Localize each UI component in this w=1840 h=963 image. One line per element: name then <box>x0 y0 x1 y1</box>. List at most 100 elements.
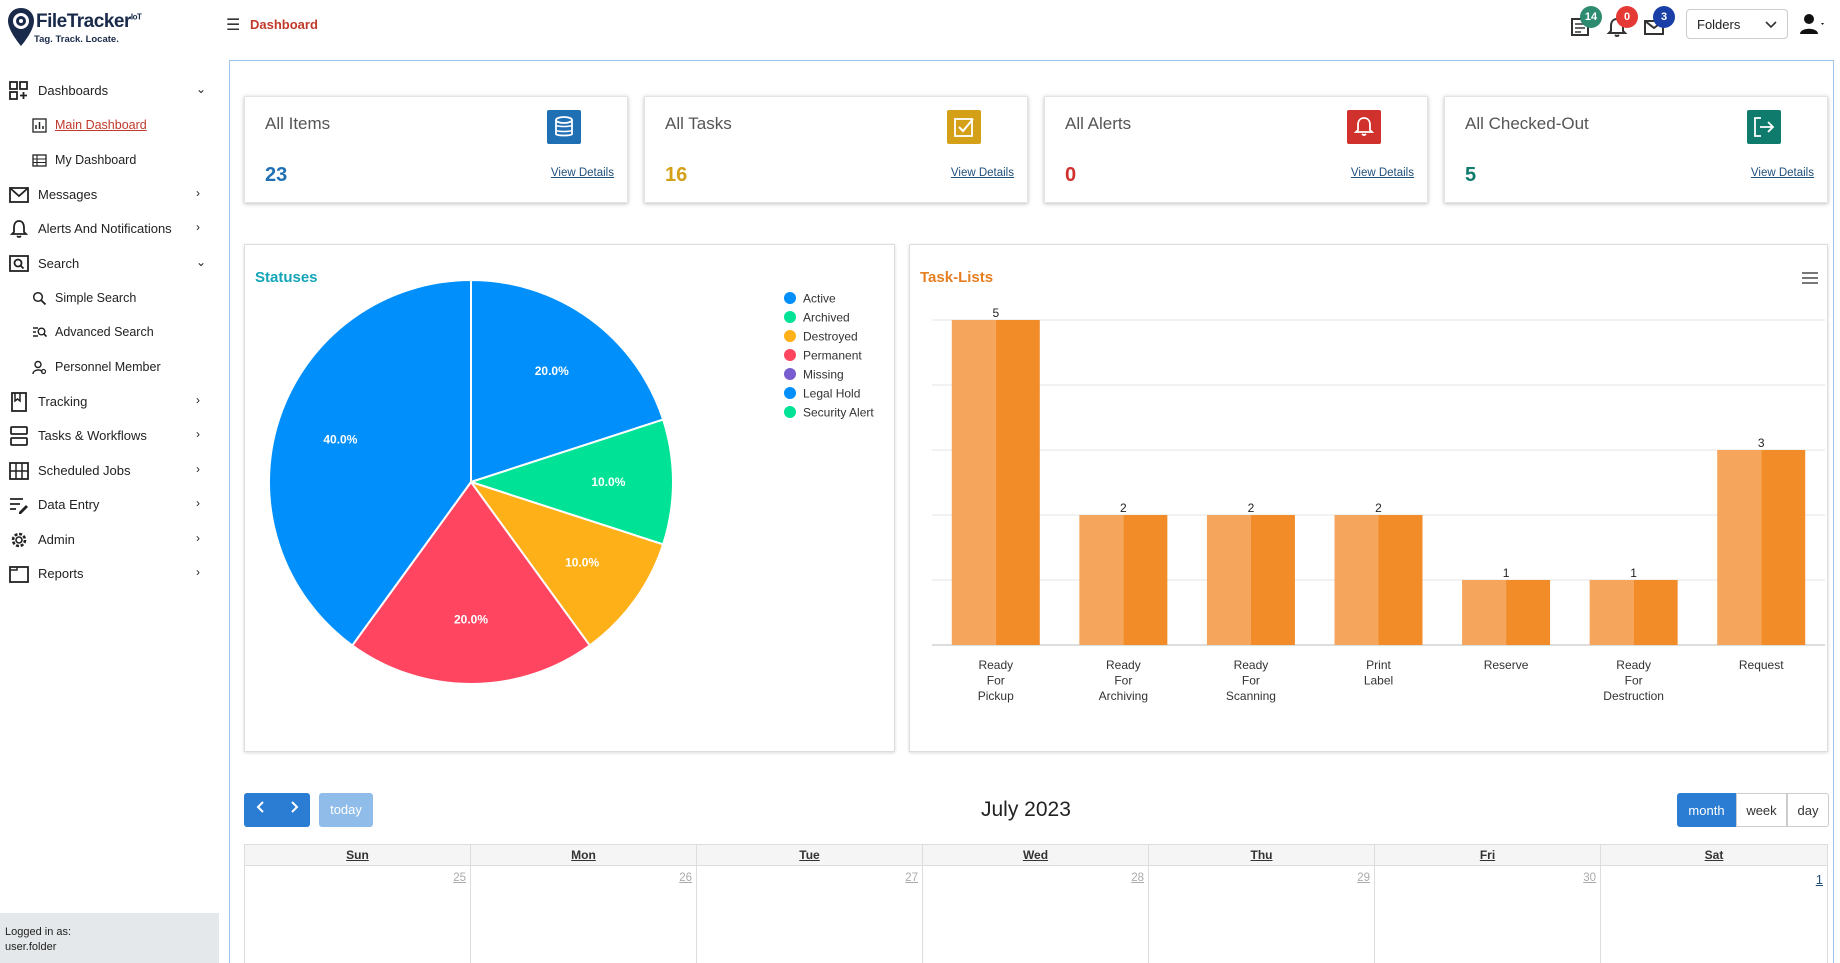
calendar-date[interactable]: 27 <box>905 872 918 884</box>
user-menu-icon[interactable] <box>1798 12 1826 36</box>
pie-slice[interactable] <box>468 480 665 647</box>
legend-item[interactable]: Archived <box>803 311 850 325</box>
sidebar-item-label: My Dashboard <box>55 153 137 167</box>
sidebar-item-messages[interactable]: Messages › <box>0 181 219 209</box>
legend-item[interactable]: Missing <box>803 368 844 382</box>
x-tick-label: Destruction <box>1603 689 1664 703</box>
calendar-day-cell[interactable]: 26 <box>471 866 697 963</box>
task-lists-chart-panel: Task-Lists 5 Ready For Pickup 2 Ready For Archi… <box>909 244 1828 752</box>
statuses-chart-panel: Statuses 20.0% 10.0% 10.0% 20.0% 40.0% Active… <box>244 244 895 752</box>
legend-item[interactable]: Legal Hold <box>803 387 860 401</box>
bar[interactable] <box>951 320 996 645</box>
bar[interactable] <box>1123 515 1168 645</box>
sidebar-item-alerts[interactable]: Alerts And Notifications › <box>0 215 219 243</box>
legend-marker <box>784 368 796 380</box>
sidebar-item-reports[interactable]: Reports › <box>0 560 219 588</box>
legend-item[interactable]: Security Alert <box>803 406 874 420</box>
bar[interactable] <box>1462 580 1507 645</box>
calendar-date[interactable]: 28 <box>1131 872 1144 884</box>
advanced-search-icon <box>33 327 47 338</box>
chart-menu-icon[interactable] <box>1802 271 1818 285</box>
sidebar-item-search[interactable]: Search ⌄ <box>0 250 219 278</box>
tasks-notification[interactable]: 14 <box>1570 6 1602 40</box>
breadcrumb[interactable]: Dashboard <box>250 17 318 32</box>
sidebar-item-label: Advanced Search <box>55 325 154 339</box>
calendar-day-cell[interactable]: 28 <box>923 866 1149 963</box>
bar-value-label: 2 <box>1120 501 1127 515</box>
calendar-view-day[interactable]: day <box>1787 793 1829 827</box>
chevron-right-icon: › <box>196 220 200 234</box>
bar[interactable] <box>1633 580 1678 645</box>
sidebar-item-dashboards[interactable]: Dashboards ⌄ <box>0 77 219 105</box>
bar[interactable] <box>1378 515 1423 645</box>
view-details-link[interactable]: View Details <box>1350 167 1414 179</box>
pie-slice[interactable] <box>350 480 592 685</box>
legend-item[interactable]: Active <box>803 292 836 306</box>
legend-marker <box>784 349 796 361</box>
calendar-date[interactable]: 30 <box>1583 872 1596 884</box>
bar[interactable] <box>1761 450 1806 645</box>
sidebar-item-tracking[interactable]: Tracking › <box>0 388 219 416</box>
calendar-date[interactable]: 26 <box>679 872 692 884</box>
card-value: 23 <box>265 164 288 186</box>
x-tick-label: Ready <box>978 658 1013 672</box>
legend-item[interactable]: Permanent <box>803 349 862 363</box>
alerts-notification[interactable]: 0 <box>1606 6 1638 40</box>
bar[interactable] <box>1506 580 1551 645</box>
calendar-prev-button[interactable] <box>244 793 277 827</box>
card-all-tasks: All Tasks 16 View Details <box>644 96 1028 203</box>
calendar-day-header: Mon <box>471 845 697 866</box>
sidebar-item-scheduled-jobs[interactable]: Scheduled Jobs › <box>0 457 219 485</box>
bar[interactable] <box>1589 580 1634 645</box>
logged-in-user: user.folder <box>5 941 57 953</box>
sidebar-item-tasks-workflows[interactable]: Tasks & Workflows › <box>0 422 219 450</box>
bar[interactable] <box>1717 450 1762 645</box>
calendar-day-cell[interactable]: 1 <box>1601 866 1827 963</box>
sidebar-item-my-dashboard[interactable]: My Dashboard <box>0 147 219 173</box>
sidebar-item-admin[interactable]: Admin › <box>0 526 219 554</box>
calendar-day-cell[interactable]: 27 <box>697 866 923 963</box>
chevron-left-icon <box>256 801 264 813</box>
pie-slice[interactable] <box>268 278 472 647</box>
bar[interactable] <box>995 320 1040 645</box>
sidebar-item-simple-search[interactable]: Simple Search <box>0 285 219 311</box>
sidebar-item-personnel-member[interactable]: Personnel Member <box>0 354 219 380</box>
messages-notification[interactable]: 3 <box>1643 6 1675 40</box>
folders-select[interactable]: Folders <box>1686 9 1788 39</box>
filetracker-logo[interactable]: FileTrackerIoT Tag. Track. Locate. <box>4 5 142 46</box>
calendar-day-cell[interactable]: 25 <box>245 866 471 963</box>
pie-slice[interactable] <box>470 278 665 484</box>
calendar-date[interactable]: 1 <box>1815 872 1823 887</box>
view-details-link[interactable]: View Details <box>950 167 1014 179</box>
x-tick-label: For <box>1625 674 1643 688</box>
calendar-date[interactable]: 25 <box>453 872 466 884</box>
chevron-right-icon: › <box>196 531 200 545</box>
sidebar-item-data-entry[interactable]: Data Entry › <box>0 491 219 519</box>
calendar-today-button[interactable]: today <box>319 793 373 827</box>
logged-in-info: Logged in as: user.folder <box>0 913 219 963</box>
calendar-next-button[interactable] <box>277 793 310 827</box>
calendar-view-month[interactable]: month <box>1677 793 1736 827</box>
menu-toggle-icon[interactable]: ☰ <box>226 17 241 34</box>
legend-item[interactable]: Destroyed <box>803 330 858 344</box>
bell-icon <box>1347 110 1381 144</box>
bar[interactable] <box>1206 515 1251 645</box>
calendar-day-cell[interactable]: 30 <box>1375 866 1601 963</box>
sidebar-item-main-dashboard[interactable]: Main Dashboard <box>0 112 219 138</box>
bar[interactable] <box>1079 515 1124 645</box>
view-details-link[interactable]: View Details <box>1750 167 1814 179</box>
sidebar-item-label: Messages <box>38 187 98 202</box>
calendar-view-week[interactable]: week <box>1736 793 1787 827</box>
sidebar-item-label: Scheduled Jobs <box>38 463 131 478</box>
calendar-date[interactable]: 29 <box>1357 872 1370 884</box>
view-details-link[interactable]: View Details <box>550 167 614 179</box>
bar[interactable] <box>1334 515 1379 645</box>
chart-title: Task-Lists <box>920 269 994 286</box>
person-search-icon <box>32 360 47 375</box>
pie-slice-label: 10.0% <box>591 475 625 489</box>
card-title: All Tasks <box>665 114 732 133</box>
pie-slice[interactable] <box>467 418 674 546</box>
calendar-day-cell[interactable]: 29 <box>1149 866 1375 963</box>
bar[interactable] <box>1250 515 1295 645</box>
sidebar-item-advanced-search[interactable]: Advanced Search <box>0 319 219 345</box>
